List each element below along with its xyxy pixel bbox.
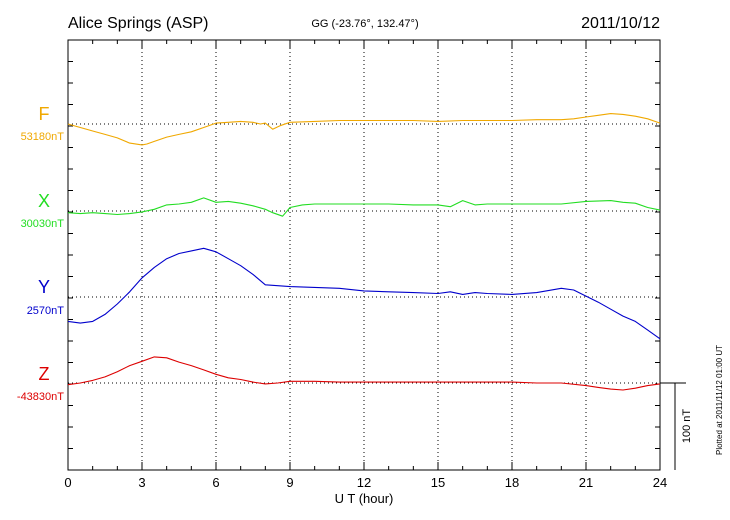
series-f-line	[67, 113, 661, 146]
plotted-timestamp: Plotted at 2011/11/12 01:00 UT	[715, 345, 724, 455]
date-label: 2011/10/12	[581, 15, 660, 32]
x-axis-label: U T (hour)	[335, 491, 394, 506]
x-tick-label: 24	[653, 475, 667, 490]
x-tick-label: 21	[579, 475, 593, 490]
x-tick-label: 3	[138, 475, 145, 490]
x-tick-label: 0	[64, 475, 71, 490]
series-y-line	[67, 247, 661, 340]
x-tick-label: 6	[212, 475, 219, 490]
x-tick-label: 15	[431, 475, 445, 490]
x-tick-label: 18	[505, 475, 519, 490]
station-title: Alice Springs (ASP)	[68, 15, 209, 32]
series-x-baseline: 30030nT	[21, 218, 65, 230]
series-y-baseline: 2570nT	[27, 305, 65, 317]
series-z-line	[67, 356, 661, 391]
scale-bar-label: 100 nT	[681, 409, 693, 444]
series-layer	[67, 113, 661, 391]
series-x-name: X	[38, 191, 50, 211]
series-f-baseline: 53180nT	[21, 131, 65, 143]
x-tick-label: 9	[286, 475, 293, 490]
series-x-line	[67, 197, 661, 217]
scale-bar: 100 nT	[660, 382, 693, 470]
series-z-baseline: -43830nT	[17, 391, 64, 403]
series-labels: F 53180nT X 30030nT Y 2570nT Z -43830nT	[17, 104, 64, 403]
series-f-name: F	[39, 104, 50, 124]
x-tick-label: 12	[357, 475, 371, 490]
grid	[68, 40, 660, 470]
series-z-name: Z	[39, 364, 50, 384]
series-y-name: Y	[38, 277, 50, 297]
axis-ticks: 0 3 6 9 12 15 18 21 24	[64, 39, 667, 490]
coordinates-label: GG (-23.76°, 132.47°)	[311, 18, 418, 30]
